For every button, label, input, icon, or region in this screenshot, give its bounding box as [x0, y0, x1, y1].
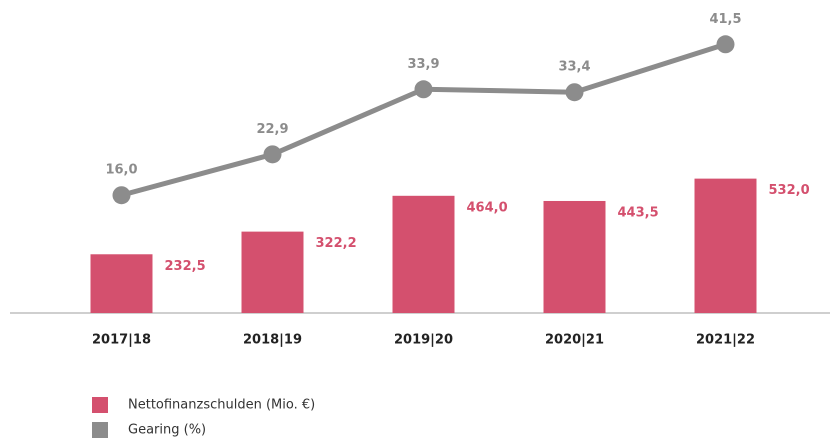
line-point	[112, 186, 131, 205]
legend-label: Nettofinanzschulden (Mio. €)	[128, 398, 315, 413]
line-point	[565, 83, 584, 102]
bar	[241, 231, 304, 313]
bar-value-label: 443,5	[618, 205, 659, 220]
legend-label: Gearing (%)	[128, 423, 206, 438]
bar-value-label: 322,2	[316, 236, 357, 251]
line-value-label: 33,4	[558, 60, 590, 75]
line-value-label: 22,9	[256, 122, 288, 137]
line-value-label: 33,9	[407, 57, 439, 72]
bar	[543, 200, 606, 313]
legend-swatch	[92, 397, 108, 413]
bar-value-label: 232,5	[165, 259, 206, 274]
bar	[90, 254, 153, 313]
line-value-label: 16,0	[105, 163, 137, 178]
bar-value-label: 532,0	[769, 183, 810, 198]
bar-value-label: 464,0	[467, 200, 508, 215]
line-point	[716, 35, 735, 54]
line-value-label: 41,5	[709, 12, 741, 27]
line-point	[414, 80, 433, 99]
x-tick-label: 2019|20	[394, 333, 453, 348]
line-point	[263, 145, 282, 164]
x-tick-label: 2017|18	[92, 333, 151, 348]
x-tick-label: 2021|22	[696, 333, 755, 348]
legend-swatch	[92, 422, 108, 438]
bar	[694, 178, 757, 313]
x-tick-label: 2018|19	[243, 333, 302, 348]
x-tick-label: 2020|21	[545, 333, 604, 348]
bar	[392, 195, 455, 313]
